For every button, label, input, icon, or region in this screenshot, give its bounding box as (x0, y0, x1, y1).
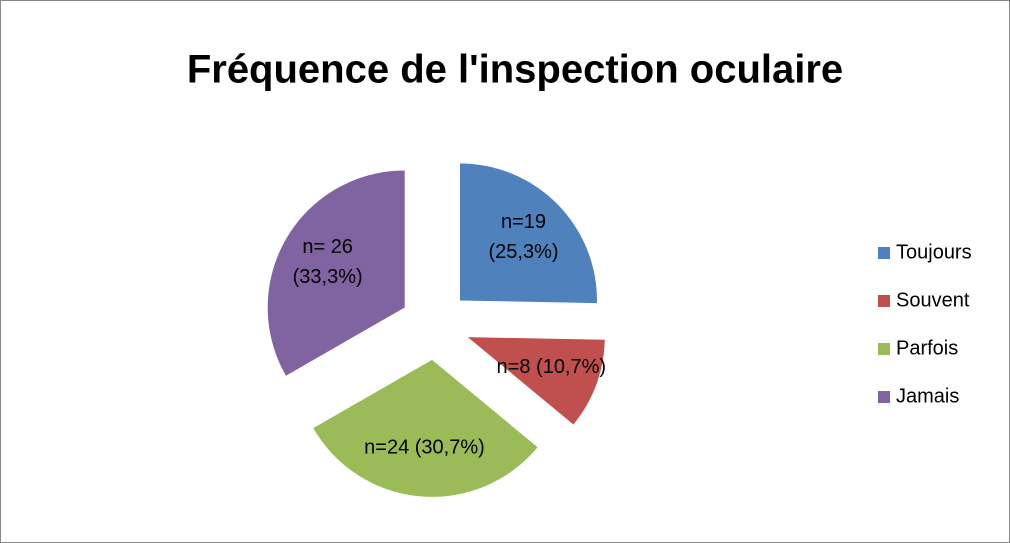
slice-label-line: n=8 (10,7%) (497, 356, 607, 378)
slice-label-line: n= 26 (302, 236, 353, 258)
legend-swatch (878, 343, 890, 355)
legend-label: Toujours (896, 241, 972, 263)
legend-label: Souvent (896, 289, 970, 311)
slice-label: n=24 (30,7%) (364, 437, 485, 459)
legend-label: Parfois (896, 337, 958, 359)
slice-label: n=19 (25,3%) (489, 211, 559, 263)
slice-label-line: (33,3%) (293, 266, 363, 288)
legend-swatch (878, 247, 890, 259)
pie-slice (267, 170, 405, 376)
slice-label: n=8 (10,7%) (497, 356, 607, 378)
slice-label-line: n=19 (501, 211, 546, 233)
pie-slice (313, 359, 538, 497)
legend-label: Jamais (896, 385, 959, 407)
legend-swatch (878, 391, 890, 403)
chart-title: Fréquence de l'inspection oculaire (187, 48, 843, 92)
slice-label-line: n=24 (30,7%) (364, 437, 485, 459)
pie-slice (459, 163, 597, 304)
pie-slice (467, 337, 605, 425)
legend-swatch (878, 295, 890, 307)
slice-label-line: (25,3%) (489, 241, 559, 263)
slice-label: n= 26 (33,3%) (293, 236, 363, 288)
